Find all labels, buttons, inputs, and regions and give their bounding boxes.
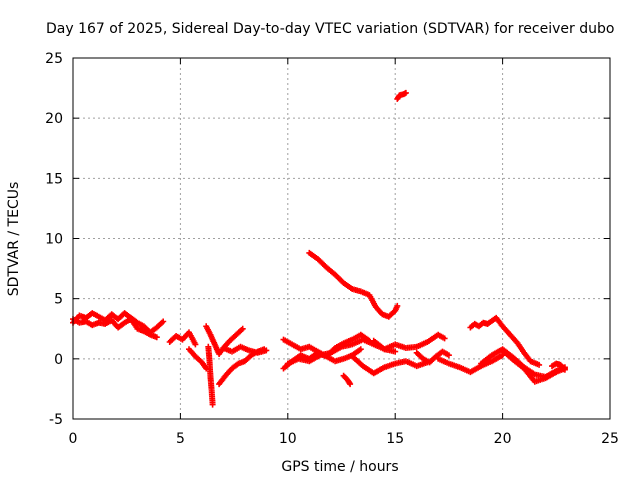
y-axis-label: SDTVAR / TECUs — [6, 182, 22, 297]
y-tick-label: 5 — [54, 292, 63, 308]
y-tick-label: 10 — [45, 232, 63, 248]
data-point — [357, 346, 364, 353]
y-tick-label: 15 — [45, 171, 63, 187]
data-point — [192, 341, 199, 348]
data-point — [536, 361, 543, 368]
data-point — [441, 335, 448, 342]
x-tick-label: 25 — [601, 431, 619, 447]
data-point — [263, 347, 270, 354]
axis-ticks — [72, 57, 611, 420]
x-tick-labels: 0 5 10 15 20 25 — [69, 431, 619, 447]
data-point — [160, 318, 167, 325]
data-point — [239, 325, 246, 332]
data-point — [392, 348, 399, 355]
data-point — [209, 401, 216, 408]
data-point — [402, 89, 409, 96]
data-point — [445, 352, 452, 359]
x-tick-label: 15 — [386, 431, 404, 447]
x-tick-label: 5 — [176, 431, 185, 447]
chart-title: Day 167 of 2025, Sidereal Day-to-day VTE… — [46, 21, 614, 37]
x-tick-label: 20 — [494, 431, 512, 447]
data-point — [561, 366, 568, 373]
data-point — [153, 334, 160, 341]
data-point — [394, 302, 401, 309]
y-tick-labels: -5 0 5 10 15 20 25 — [45, 51, 63, 428]
grid-lines — [73, 58, 610, 419]
y-tick-label: -5 — [49, 412, 63, 428]
data-points — [70, 89, 568, 408]
y-tick-label: 20 — [45, 111, 63, 127]
data-point — [347, 381, 354, 388]
y-tick-label: 25 — [45, 51, 63, 67]
y-tick-label: 0 — [54, 352, 63, 368]
x-tick-label: 10 — [279, 431, 297, 447]
x-axis-label: GPS time / hours — [281, 459, 398, 475]
x-tick-label: 0 — [69, 431, 78, 447]
